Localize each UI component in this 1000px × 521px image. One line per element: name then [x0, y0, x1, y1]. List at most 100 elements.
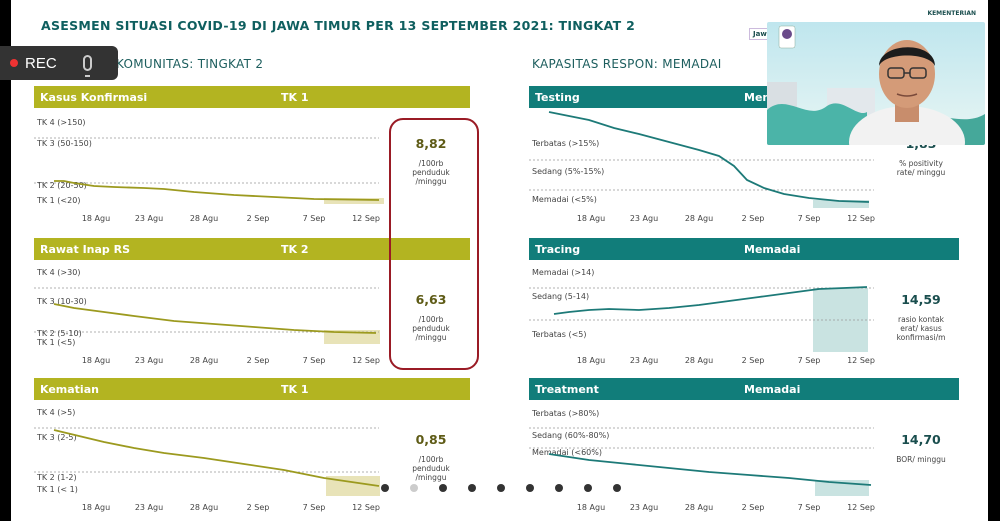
value-unit: /100rb penduduk/minggu	[412, 159, 450, 186]
panel-level-label: TK 2	[281, 242, 309, 256]
slide-pager[interactable]	[381, 484, 621, 492]
level-label: Terbatas (<5)	[531, 330, 587, 339]
level-label: TK 2 (20-50)	[36, 181, 87, 190]
record-dot-icon	[10, 59, 18, 67]
x-tick-label: 7 Sep	[798, 214, 821, 223]
trend-line	[548, 111, 870, 203]
panel-header-label: Rawat Inap RS	[40, 242, 131, 256]
level-label: Memadai (<60%)	[532, 448, 602, 457]
level-label: Sedang (60%-80%)	[532, 431, 609, 440]
right-section-title: KAPASITAS RESPON: MEMADAI	[532, 57, 722, 71]
value-unit: rasio kontak erat/ kasus konfirmasi/m	[896, 315, 946, 342]
mini-chart-svg: TK 4 (>150) TK 3 (50-150) TK 2 (20-50) TK 1…	[34, 118, 384, 223]
x-tick-label: 18 Agu	[577, 503, 605, 512]
x-tick-label: 12 Sep	[352, 503, 380, 512]
x-tick-label: 28 Agu	[190, 356, 218, 365]
panel-header-rawat-inap: Rawat Inap RS TK 2	[34, 238, 470, 260]
value-unit: /100rb penduduk/minggu	[412, 455, 450, 482]
panel-header-treatment: Treatment Memadai	[529, 378, 959, 400]
chart-testing: Terbatas (>15%) Sedang (5%-15%) Memadai (<…	[529, 108, 875, 230]
level-label: TK 3 (50-150)	[36, 139, 92, 148]
trend-line	[53, 303, 377, 334]
pager-dot[interactable]	[526, 484, 534, 492]
pager-dot[interactable]	[439, 484, 447, 492]
x-tick-label: 2 Sep	[247, 214, 270, 223]
latest-week-highlight	[813, 200, 869, 208]
x-tick-label: 23 Agu	[135, 356, 163, 365]
x-tick-label: 12 Sep	[352, 356, 380, 365]
presenter-video-image	[767, 22, 985, 145]
highlight-box	[389, 118, 479, 370]
x-tick-label: 23 Agu	[630, 503, 658, 512]
x-tick-label: 28 Agu	[685, 214, 713, 223]
value-number: 8,82	[415, 136, 447, 151]
level-label: TK 1 (< 1)	[36, 485, 78, 494]
panel-level-label: Memadai	[744, 382, 801, 396]
x-tick-label: 7 Sep	[303, 503, 326, 512]
x-tick-label: 28 Agu	[685, 356, 713, 365]
x-tick-label: 12 Sep	[847, 503, 875, 512]
pager-dot[interactable]	[497, 484, 505, 492]
value-rawat-inap: 6,63 /100rb penduduk/minggu	[391, 292, 471, 342]
x-tick-label: 7 Sep	[303, 214, 326, 223]
level-label: Terbatas (>80%)	[531, 409, 599, 418]
x-tick-label: 23 Agu	[135, 214, 163, 223]
panel-header-label: Testing	[535, 90, 580, 104]
pager-dot[interactable]	[584, 484, 592, 492]
left-section-title: KOMUNITAS: TINGKAT 2	[116, 57, 264, 71]
chart-treatment: Terbatas (>80%) Sedang (60%-80%) Memadai (…	[529, 400, 875, 518]
value-unit: BOR/ minggu	[896, 455, 946, 464]
value-kematian: 0,85 /100rb penduduk/minggu	[391, 432, 471, 482]
chart-rawat-inap: TK 4 (>30) TK 3 (10-30) TK 2 (5-10) TK 1 (<…	[34, 260, 380, 370]
page-title: ASESMEN SITUASI COVID-19 DI JAWA TIMUR P…	[41, 18, 636, 33]
panel-header-label: Kasus Konfirmasi	[40, 90, 148, 104]
x-tick-label: 12 Sep	[847, 214, 875, 223]
panel-header-tracing: Tracing Memadai	[529, 238, 959, 260]
x-tick-label: 12 Sep	[352, 214, 380, 223]
x-tick-label: 28 Agu	[685, 503, 713, 512]
level-label: TK 4 (>30)	[36, 268, 80, 277]
x-tick-label: 12 Sep	[847, 356, 875, 365]
mini-chart-svg: TK 4 (>5) TK 3 (2-5) TK 2 (1-2) TK 1 (< 1) 1…	[34, 408, 380, 512]
value-number: 14,59	[901, 292, 941, 307]
value-number: 14,70	[901, 432, 941, 447]
level-label: Memadai (<5%)	[532, 195, 597, 204]
x-tick-label: 18 Agu	[82, 503, 110, 512]
x-tick-label: 2 Sep	[742, 356, 765, 365]
x-tick-label: 23 Agu	[630, 356, 658, 365]
value-treatment: 14,70 BOR/ minggu	[883, 432, 959, 464]
chart-tracing: Memadai (>14) Sedang (5-14) Terbatas (<5) 1…	[529, 260, 875, 370]
trend-line	[54, 180, 380, 201]
pager-dot[interactable]	[555, 484, 563, 492]
level-label: TK 2 (1-2)	[36, 473, 77, 482]
record-label: REC	[25, 54, 57, 72]
panel-header-label: Kematian	[40, 382, 99, 396]
x-tick-label: 28 Agu	[190, 503, 218, 512]
panel-header-label: Treatment	[535, 382, 599, 396]
level-label: TK 2 (5-10)	[36, 329, 82, 338]
presenter-video[interactable]	[767, 22, 985, 145]
x-tick-label: 23 Agu	[135, 503, 163, 512]
level-label: Memadai (>14)	[532, 268, 594, 277]
microphone-icon[interactable]	[82, 55, 92, 77]
pager-dot[interactable]	[381, 484, 389, 492]
pager-dot[interactable]	[410, 484, 418, 492]
panel-header-label: Tracing	[535, 242, 581, 256]
pager-dot[interactable]	[468, 484, 476, 492]
x-tick-label: 2 Sep	[742, 214, 765, 223]
x-tick-label: 18 Agu	[82, 356, 110, 365]
x-tick-label: 7 Sep	[798, 503, 821, 512]
value-unit: /100rb penduduk/minggu	[412, 315, 450, 342]
x-tick-label: 7 Sep	[303, 356, 326, 365]
emblem-icon	[782, 29, 792, 39]
recording-indicator[interactable]: REC	[0, 46, 118, 80]
pager-dot[interactable]	[613, 484, 621, 492]
x-tick-label: 2 Sep	[247, 503, 270, 512]
panel-level-label: TK 1	[281, 90, 309, 104]
value-number: 0,85	[415, 432, 447, 447]
panel-header-kasus: Kasus Konfirmasi TK 1	[34, 86, 470, 108]
x-tick-label: 18 Agu	[577, 356, 605, 365]
x-tick-label: 18 Agu	[82, 214, 110, 223]
level-label: TK 1 (<5)	[36, 338, 75, 347]
